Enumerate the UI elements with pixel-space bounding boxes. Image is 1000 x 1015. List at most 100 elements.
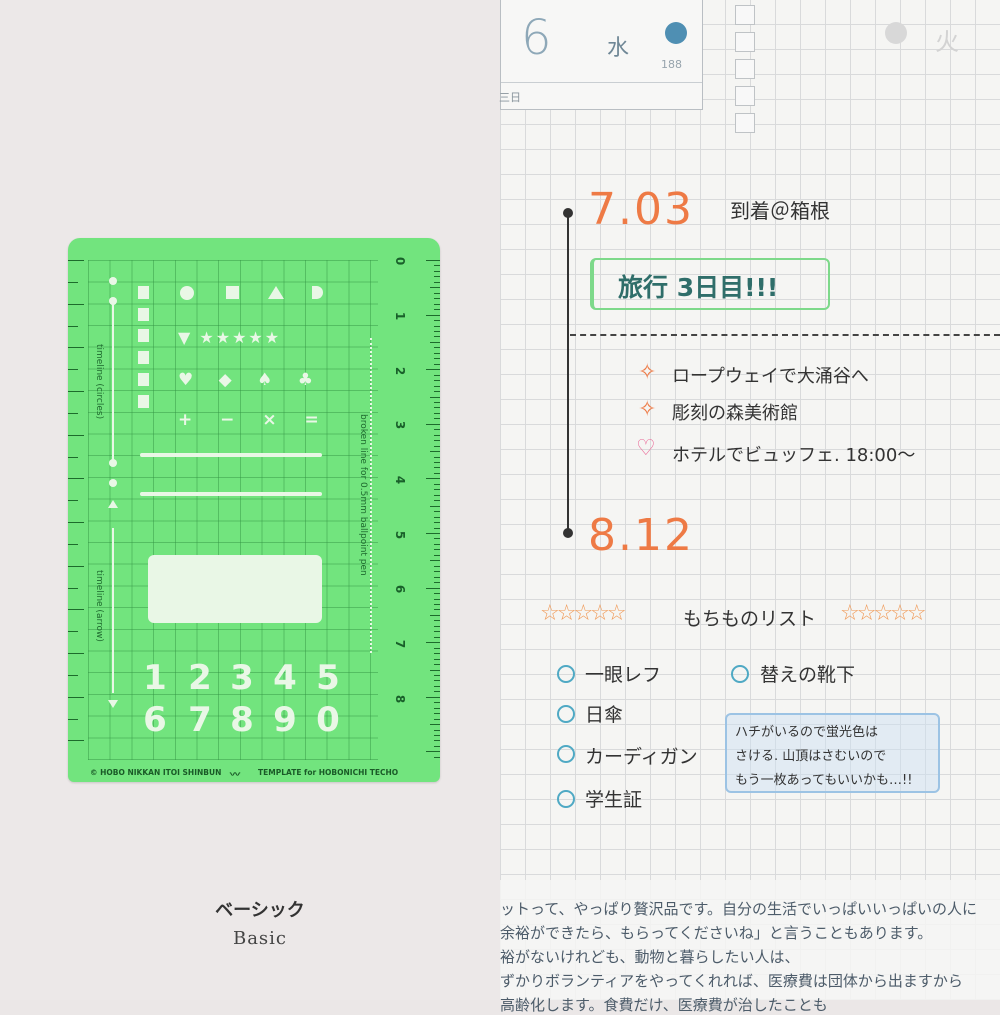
ruler-tick [68,587,78,589]
ruler-tick [434,631,440,633]
ruler-tick [68,412,78,414]
ruler-tick [434,462,440,464]
ruler-tick [68,674,78,676]
ruler-tick [430,451,440,453]
star-holes: ▼ ★★★★★ [178,328,282,347]
ruler-tick [430,341,440,343]
ruler-tick [430,560,440,562]
ruler-tick [434,707,440,709]
ruler-number: 3 [393,420,408,430]
circle-hole [109,277,117,285]
check-circle[interactable] [557,790,575,808]
ruler-tick [426,587,440,589]
checklist-item: 一眼レフ [585,664,662,686]
ruler-tick [434,527,440,529]
check-circle[interactable] [557,705,575,723]
check-circle[interactable] [557,745,575,763]
checkbox[interactable] [735,5,755,25]
sub-label: 三日 [499,91,521,104]
ruler-tick [434,265,440,267]
date-start: 7.03 [588,184,694,235]
diamond-sparkle-icon: ✧ [638,360,657,385]
banner-text: 旅行 3日目!!! [618,273,779,302]
ruler-tick [434,347,440,349]
logo-icon: 〰 [230,770,240,781]
ruler-tick [426,478,440,480]
ruler-tick [434,664,440,666]
triangle-hole [268,286,284,299]
ruler-tick [434,718,440,720]
ruler-tick [434,511,440,513]
ruler-tick [426,642,440,644]
circle-hole [109,459,117,467]
timeline-dot [563,208,573,218]
ruler-tick [434,554,440,556]
ruler-tick [434,434,440,436]
next-weekday: 火 [935,28,959,56]
ruler-tick [434,658,440,660]
checkbox[interactable] [735,113,755,133]
ruler-tick [426,369,440,371]
checkbox[interactable] [735,59,755,79]
day-of-year: 188 [661,58,682,71]
stencil-grid [88,260,378,760]
ruler-tick [68,325,78,327]
caption-english: Basic [232,928,288,949]
ruler-tick [434,298,440,300]
ruler-tick [434,440,440,442]
date-end: 8.12 [588,510,694,561]
ruler-tick [68,609,84,611]
square-hole [138,372,149,386]
square-hole [138,394,149,408]
checkbox[interactable] [735,32,755,52]
ruler-tick [434,636,440,638]
ruler-tick [434,538,440,540]
ruler-tick [434,735,440,737]
diamond-sparkle-icon: ✧ [638,397,657,422]
ruler-tick [68,631,78,633]
ruler-tick [434,494,440,496]
digit-hole: 3 [230,658,254,698]
check-circle[interactable] [731,665,749,683]
check-circle[interactable] [557,665,575,683]
ruler-tick [434,281,440,283]
checklist-item: 替えの靴下 [760,664,856,686]
ruler-tick [434,385,440,387]
ruler-tick [434,489,440,491]
weekday: 水 [607,36,630,61]
ruler-tick [426,260,440,261]
ruler-tick [68,718,78,720]
dashed-divider [570,334,1000,336]
digit-hole: 2 [188,658,212,698]
square-shape-hole [226,286,239,299]
planner-page [500,0,1000,1000]
title-banner: 旅行 3日目!!! [590,258,830,310]
arrow-down-hole [108,700,118,708]
digit-hole: 6 [143,700,167,740]
note-line: もう一枚あってもいいかも…!! [735,773,913,788]
ruler-tick [434,598,440,600]
digit-hole: 8 [230,700,254,740]
ruler-tick [430,396,440,398]
ruler-tick [68,347,84,349]
ruler-tick [434,456,440,458]
arrow-up-hole [108,500,118,508]
ruler-number: 6 [393,584,408,594]
ruler-tick [68,281,78,283]
ruler-number: 0 [393,256,408,266]
ruler-tick [434,625,440,627]
ruler-tick [434,418,440,420]
ruler-tick [434,516,440,518]
item-text: ホテルでビュッフェ. 18:00〜 [672,445,916,466]
ruler-tick [434,467,440,469]
ruler-tick [68,565,84,567]
digit-hole: 7 [188,700,212,740]
ruler-tick [434,691,440,693]
note-line: ハチがいるので蛍光色は [735,725,879,740]
ruler-tick [68,696,84,698]
checkbox[interactable] [735,86,755,106]
ruler-tick [434,270,440,272]
timeline-slot [112,304,114,464]
ruler-tick [434,582,440,584]
checklist-item: カーディガン [585,746,698,768]
